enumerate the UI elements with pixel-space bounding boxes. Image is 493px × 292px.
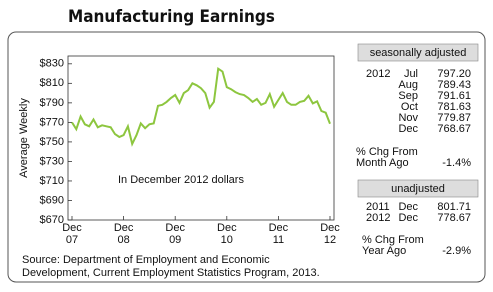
panel-change-label: % Chg From (362, 234, 424, 246)
panel-header: seasonally adjusted (370, 47, 467, 59)
frame (7, 31, 486, 283)
annotation: In December 2012 dollars (118, 174, 244, 186)
panel-month: Dec (398, 201, 418, 213)
panel-change-label: Year Ago (362, 245, 406, 257)
y-axis-label: Average Weekly (18, 98, 30, 178)
line (71, 66, 331, 147)
y-tick-label: $750 (40, 136, 64, 148)
panel-value: 768.67 (437, 123, 471, 135)
panel-value: 779.87 (437, 112, 471, 124)
y-tick-label: $830 (40, 58, 64, 70)
panel-value: 791.61 (437, 90, 471, 102)
y-tick-label: $810 (40, 77, 64, 89)
panel-month: Aug (398, 79, 418, 91)
plot-area (67, 55, 335, 221)
panel-change-label: % Chg From (356, 146, 418, 158)
y-tick-label: $790 (40, 97, 64, 109)
panel-header-box (357, 179, 479, 198)
chart-title: Manufacturing Earnings (68, 7, 275, 27)
panel-header: unadjusted (391, 183, 445, 195)
panel-month: Jul (404, 68, 418, 80)
x-tick-label: Dec 07 (62, 222, 82, 246)
panel-month: Oct (401, 101, 418, 113)
panel-change: -1.4% (442, 157, 471, 169)
panel-header-box (357, 43, 479, 62)
x-tick-label: Dec 10 (217, 222, 237, 246)
y-tick-label: $690 (40, 194, 64, 206)
x-tick-label: Dec 08 (114, 222, 134, 246)
x-tick-label: Dec 09 (165, 222, 185, 246)
y-tick-label: $710 (40, 175, 64, 187)
y-tick-label: $730 (40, 155, 64, 167)
panel-value: 797.20 (437, 68, 471, 80)
panel-month: Dec (398, 123, 418, 135)
x-tick-label: Dec 11 (269, 222, 289, 246)
panel-value: 801.71 (437, 201, 471, 213)
y-tick-label: $770 (40, 116, 64, 128)
panel-month: Sep (398, 90, 418, 102)
x-tick-label: Dec 12 (320, 222, 340, 246)
source-note: Development, Current Employment Statisti… (22, 267, 320, 279)
panel-month: Dec (398, 212, 418, 224)
panel-value: 781.63 (437, 101, 471, 113)
panel-value: 778.67 (437, 212, 471, 224)
panel-month: Nov (398, 112, 418, 124)
panel-year: 2012 (366, 212, 390, 224)
panel-change-label: Month Ago (356, 157, 409, 169)
panel-value: 789.43 (437, 79, 471, 91)
panel-year: 2011 (366, 201, 390, 213)
y-tick-label: $670 (40, 214, 64, 226)
source-note: Source: Department of Employment and Eco… (22, 254, 270, 266)
panel-year: 2012 (366, 68, 390, 80)
panel-change: -2.9% (442, 245, 471, 257)
